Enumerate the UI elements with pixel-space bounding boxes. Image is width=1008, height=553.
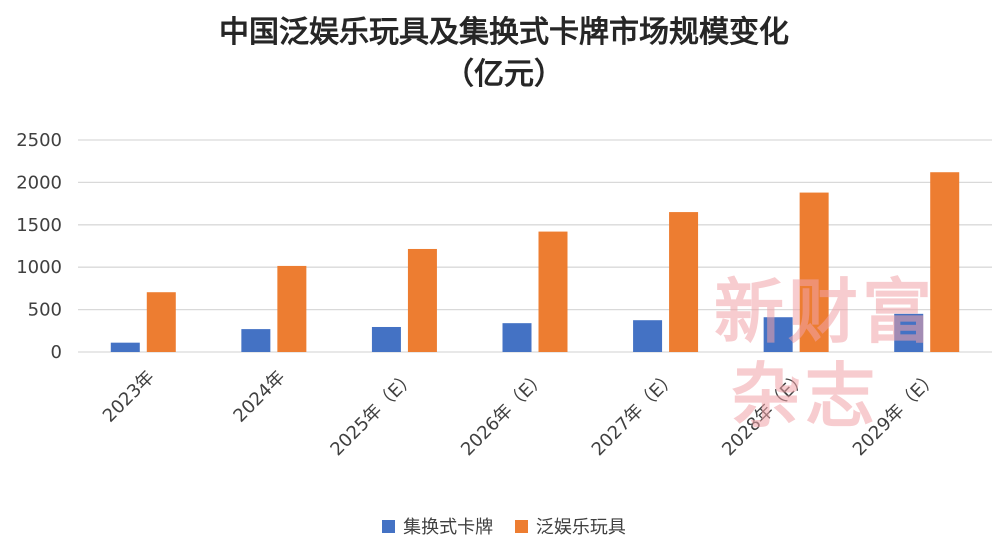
x-tick-label: 2027年（E） xyxy=(588,367,681,460)
chart-title: 中国泛娱乐玩具及集换式卡牌市场规模变化 （亿元） xyxy=(0,12,1008,96)
bar-toys xyxy=(930,172,960,352)
x-tick-label: 2029年（E） xyxy=(849,367,942,460)
y-tick-label: 0 xyxy=(51,342,62,363)
bar-cards xyxy=(241,329,271,352)
bar-cards xyxy=(763,317,793,352)
y-tick-label: 2500 xyxy=(16,130,62,151)
legend-item-cards: 集换式卡牌 xyxy=(382,513,493,539)
x-tick-label: 2025年（E） xyxy=(326,367,419,460)
bar-toys xyxy=(538,231,568,352)
chart-title-line-1: 中国泛娱乐玩具及集换式卡牌市场规模变化 xyxy=(219,15,789,50)
legend: 集换式卡牌 泛娱乐玩具 xyxy=(0,513,1008,539)
bar-toys xyxy=(669,212,699,352)
bar-toys xyxy=(277,265,307,352)
y-tick-label: 1500 xyxy=(16,215,62,236)
y-tick-label: 2000 xyxy=(16,172,62,193)
x-tick-label: 2023年 xyxy=(99,367,159,427)
x-tick-label: 2028年（E） xyxy=(718,367,811,460)
bar-cards xyxy=(633,320,663,352)
bar-toys xyxy=(146,292,176,352)
legend-label-cards: 集换式卡牌 xyxy=(403,517,494,538)
x-tick-label: 2026年（E） xyxy=(457,367,550,460)
legend-label-toys: 泛娱乐玩具 xyxy=(535,517,626,538)
chart-title-line-2: （亿元） xyxy=(444,57,564,92)
bar-cards xyxy=(371,326,401,352)
bar-cards xyxy=(110,342,140,352)
bar-cards xyxy=(894,313,924,352)
bar-toys xyxy=(799,192,829,352)
x-tick-label: 2024年 xyxy=(229,367,289,427)
bar-toys xyxy=(407,248,437,352)
legend-swatch-cards xyxy=(382,519,396,533)
y-tick-label: 500 xyxy=(28,300,62,321)
legend-item-toys: 泛娱乐玩具 xyxy=(514,513,626,539)
bar-cards xyxy=(502,323,532,352)
legend-swatch-toys xyxy=(514,519,528,533)
y-tick-label: 1000 xyxy=(16,257,62,278)
